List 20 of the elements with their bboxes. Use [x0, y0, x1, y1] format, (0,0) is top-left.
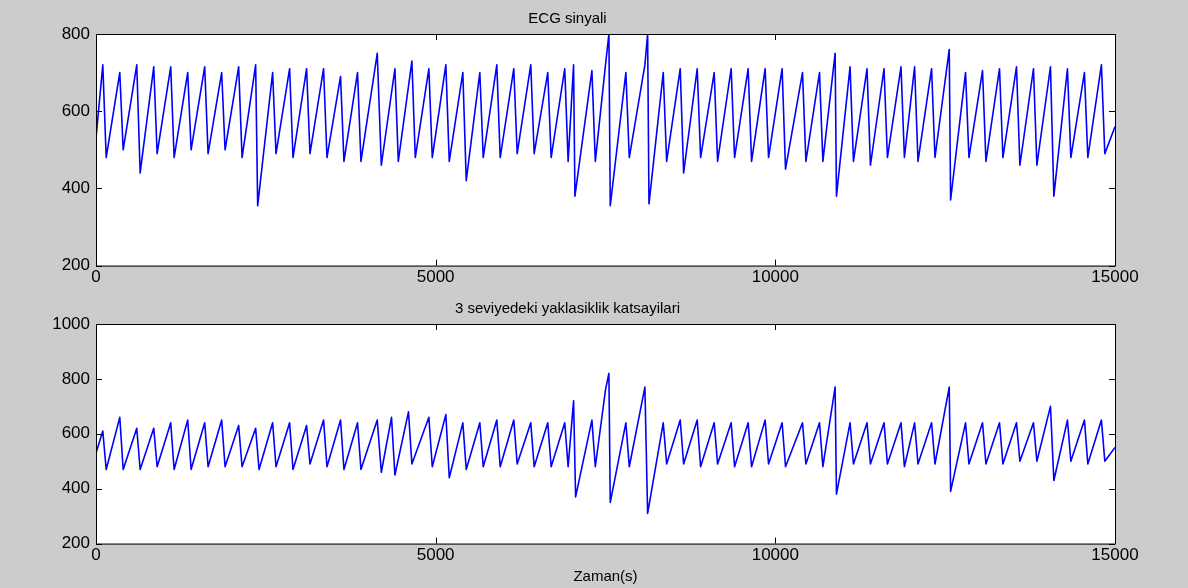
y-tick-label: 200 — [61, 533, 90, 553]
y-tick-label: 800 — [61, 23, 90, 43]
x-tick-label: 5000 — [416, 267, 455, 287]
y-tick-label: 600 — [61, 423, 90, 443]
x-tick-label: 15000 — [1091, 267, 1139, 287]
y-tick-label: 400 — [61, 178, 90, 198]
x-tick-label: 10000 — [751, 545, 799, 565]
y-tick-label: 1000 — [52, 313, 90, 333]
x-tick-label: 10000 — [751, 267, 799, 287]
x-tick-label: 15000 — [1091, 545, 1139, 565]
x-tick-label: 0 — [91, 545, 101, 565]
y-tick-label: 600 — [61, 100, 90, 120]
y-tick-label: 400 — [61, 478, 90, 498]
x-tick-label: 5000 — [416, 545, 455, 565]
chart-title: ECG sinyali — [528, 9, 607, 27]
y-tick-label: 800 — [61, 368, 90, 388]
y-tick-label: 200 — [61, 255, 90, 275]
x-tick-label: 0 — [91, 267, 101, 287]
chart-title: 3 seviyedeki yaklasiklik katsayilari — [454, 299, 681, 317]
x-axis-title: Zaman(s) — [573, 567, 638, 585]
